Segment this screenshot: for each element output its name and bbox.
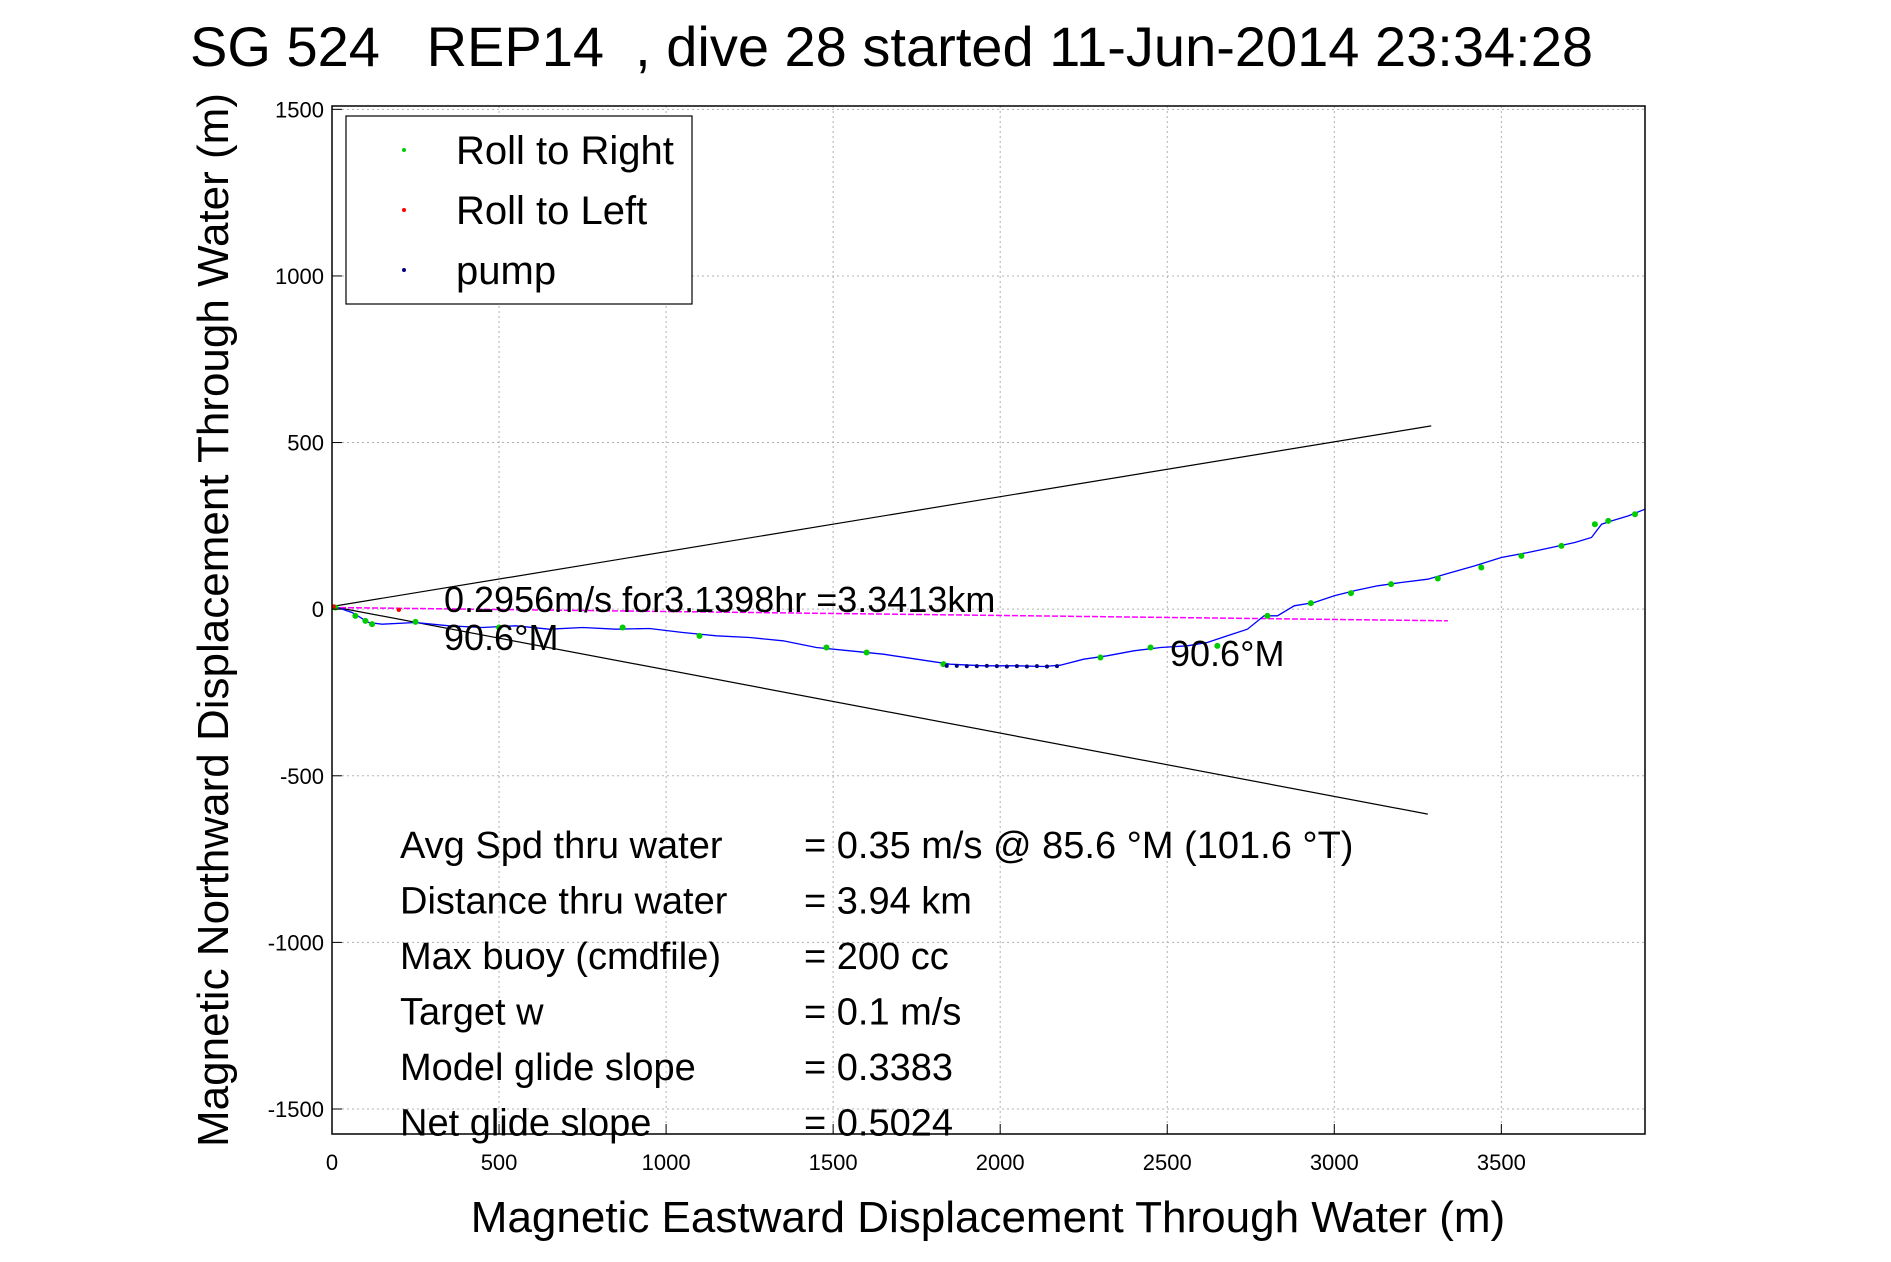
x-axis-label: Magnetic Eastward Displacement Through W… xyxy=(471,1193,1505,1242)
roll-right-point xyxy=(362,617,369,624)
stat-label: Distance thru water xyxy=(400,881,728,923)
pump-point xyxy=(1034,664,1039,669)
pump-point xyxy=(954,663,959,668)
plot-frame xyxy=(331,105,1646,1135)
stat-value: = 200 cc xyxy=(804,936,949,978)
roll-right-point xyxy=(1478,564,1485,571)
pump-point xyxy=(994,664,999,669)
glider-track xyxy=(331,508,1646,668)
roll-right-point xyxy=(619,624,626,631)
x-tick-label: 500 xyxy=(481,1150,518,1175)
roll-right-point xyxy=(1605,517,1612,524)
stat-value: = 0.1 m/s xyxy=(804,992,961,1034)
pump-point xyxy=(1004,664,1009,669)
pump-point xyxy=(1044,664,1049,669)
point-layer xyxy=(331,511,1638,669)
y-tick-label: -500 xyxy=(280,764,324,789)
stat-label: Avg Spd thru water xyxy=(400,825,723,867)
y-tick-label: 500 xyxy=(287,431,324,456)
roll-right-point xyxy=(1264,612,1271,619)
roll-right-point xyxy=(352,612,359,619)
heading-annotation-right: 90.6°M xyxy=(1170,633,1284,674)
legend-box xyxy=(345,115,693,305)
legend-marker xyxy=(402,208,406,212)
y-tick-label: -1000 xyxy=(268,930,324,955)
pump-point xyxy=(984,663,989,668)
cone-line xyxy=(331,425,1432,608)
roll-right-point xyxy=(1518,552,1525,559)
y-tick-label: 1500 xyxy=(275,97,324,122)
x-tick-label: 3000 xyxy=(1310,1150,1359,1175)
legend-marker xyxy=(402,148,406,152)
pump-point xyxy=(964,664,969,669)
roll-right-point xyxy=(1214,642,1221,649)
roll-left-point xyxy=(396,607,402,613)
stat-label: Target w xyxy=(400,992,544,1034)
stat-label: Net glide slope xyxy=(400,1103,651,1145)
legend-marker xyxy=(402,268,406,272)
stat-label: Max buoy (cmdfile) xyxy=(400,936,721,978)
track-layer xyxy=(331,508,1646,668)
stat-value: = 0.35 m/s @ 85.6 °M (101.6 °T) xyxy=(804,825,1353,867)
y-tick-label: -1500 xyxy=(268,1097,324,1122)
roll-right-point xyxy=(369,621,376,628)
pump-point xyxy=(1014,664,1019,669)
roll-right-point xyxy=(696,632,703,639)
roll-right-point xyxy=(496,624,503,631)
legend: Roll to Right Roll to Left pump xyxy=(345,115,693,305)
x-tick-label: 3500 xyxy=(1477,1150,1526,1175)
pump-point xyxy=(944,663,949,668)
x-tick-label: 2500 xyxy=(1143,1150,1192,1175)
stat-value: = 0.3383 xyxy=(804,1047,953,1089)
x-tick-label: 0 xyxy=(326,1150,338,1175)
roll-right-point xyxy=(1388,581,1395,588)
roll-right-point xyxy=(412,618,419,625)
roll-right-point xyxy=(863,649,870,656)
roll-right-point xyxy=(1307,600,1314,607)
stats-block: Avg Spd thru water = 0.35 m/s @ 85.6 °M (… xyxy=(400,825,1353,1145)
stat-value: = 0.5024 xyxy=(804,1103,953,1145)
stat-value: = 3.94 km xyxy=(804,881,972,923)
x-tick-label: 1500 xyxy=(809,1150,858,1175)
chart-title: SG 524 REP14 , dive 28 started 11-Jun-20… xyxy=(190,15,1593,78)
reference-lines xyxy=(331,425,1448,815)
pump-point xyxy=(1054,664,1059,669)
legend-label: pump xyxy=(456,249,556,293)
legend-label: Roll to Right xyxy=(456,129,674,173)
heading-annotation-left: 90.6°M xyxy=(444,617,558,658)
roll-right-point xyxy=(1558,542,1565,549)
roll-right-point xyxy=(823,644,830,651)
stat-label: Model glide slope xyxy=(400,1047,696,1089)
legend-label: Roll to Left xyxy=(456,189,647,233)
pump-point xyxy=(1024,664,1029,669)
x-tick-label: 1000 xyxy=(642,1150,691,1175)
roll-right-point xyxy=(1097,654,1104,661)
pump-point xyxy=(974,664,979,669)
y-axis-label: Magnetic Northward Displacement Through … xyxy=(189,93,238,1147)
roll-right-point xyxy=(1434,575,1441,582)
cone-line xyxy=(331,605,1428,815)
y-tick-label: 1000 xyxy=(275,264,324,289)
roll-right-point xyxy=(1591,521,1598,528)
x-tick-label: 2000 xyxy=(976,1150,1025,1175)
tick-layer: 0 500 1000 1500 2000 2500 3000 3500 1500 1000 500 0… xyxy=(268,97,1526,1175)
roll-right-point xyxy=(1631,511,1638,518)
roll-right-point xyxy=(1347,590,1354,597)
roll-right-point xyxy=(1147,644,1154,651)
speed-annotation: 0.2956m/s for3.1398hr =3.3413km xyxy=(444,579,995,620)
y-tick-label: 0 xyxy=(312,597,324,622)
current-vector-line xyxy=(331,606,1448,622)
